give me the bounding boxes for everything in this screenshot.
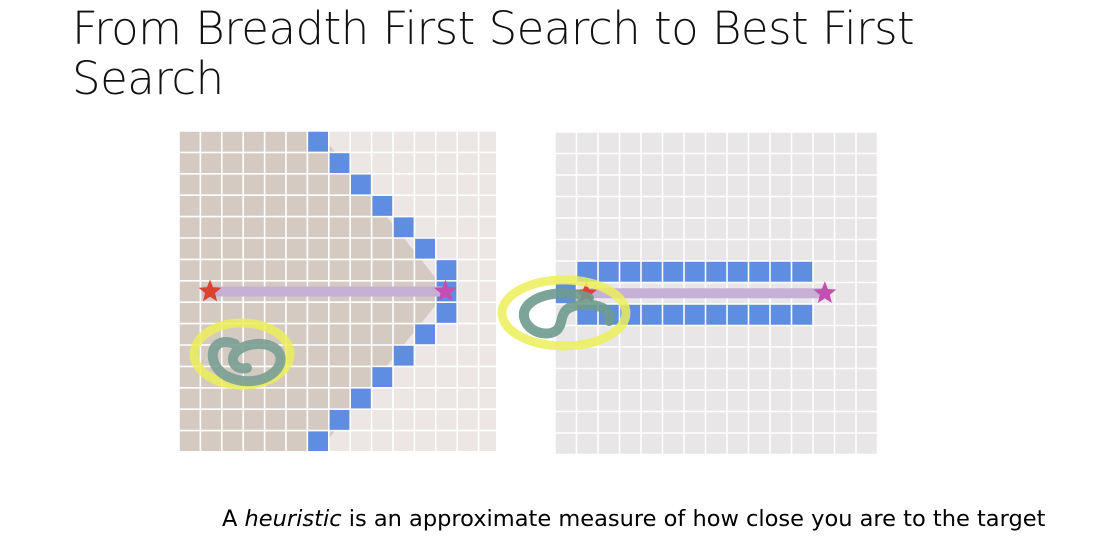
frontier-cell <box>792 304 813 325</box>
annotation-scribble <box>518 288 615 339</box>
frontier-cell <box>308 131 328 152</box>
slide-caption: A heuristic is an approximate measure of… <box>222 505 1045 533</box>
path-bar <box>587 288 826 299</box>
frontier-cell <box>372 196 393 216</box>
frontier-cell <box>749 261 770 282</box>
frontier-cell <box>372 367 393 387</box>
frontier-cell <box>351 174 371 195</box>
best-first-grid-diagram <box>497 126 879 458</box>
frontier-cell <box>393 345 414 366</box>
start-star-icon <box>198 279 222 302</box>
best-first-grid-svg <box>497 131 879 456</box>
frontier-cell <box>663 304 684 325</box>
frontier-cell <box>415 238 435 259</box>
frontier-cell <box>770 261 791 282</box>
frontier-cell <box>792 261 813 282</box>
frontier-cell <box>727 261 748 282</box>
bfs-grid-svg <box>179 131 496 451</box>
frontier-cell <box>598 261 619 282</box>
frontier-cell <box>329 153 350 173</box>
caption-prefix: A <box>222 506 245 532</box>
frontier-cell <box>706 304 727 325</box>
annotation-highlight-circle <box>497 275 631 351</box>
slide-title: From Breadth First Search to Best First … <box>72 2 915 105</box>
frontier-cell <box>393 217 414 238</box>
frontier-cell <box>436 303 457 323</box>
frontier-cell <box>351 388 371 409</box>
path-bar <box>202 286 447 297</box>
frontier-cell <box>770 304 791 325</box>
frontier-cell <box>749 304 770 325</box>
goal-star-icon <box>434 279 457 302</box>
frontier-cell <box>329 410 350 430</box>
frontier-cell <box>308 431 328 451</box>
annotation-scribble <box>207 337 286 387</box>
frontier-cell <box>727 304 748 325</box>
bfs-grid-diagram <box>179 131 496 451</box>
frontier-cell <box>684 304 705 325</box>
frontier-cell <box>641 304 662 325</box>
frontier-cell <box>641 261 662 282</box>
goal-star-icon <box>813 281 837 303</box>
frontier-cell <box>663 261 684 282</box>
caption-suffix: is an approximate measure of how close y… <box>341 506 1046 532</box>
frontier-cell <box>620 261 641 282</box>
caption-emphasis: heuristic <box>244 506 342 532</box>
frontier-cell <box>706 261 727 282</box>
frontier-cell <box>415 324 435 345</box>
frontier-cell <box>577 261 598 282</box>
frontier-cell <box>436 260 457 280</box>
frontier-cell <box>684 261 705 282</box>
